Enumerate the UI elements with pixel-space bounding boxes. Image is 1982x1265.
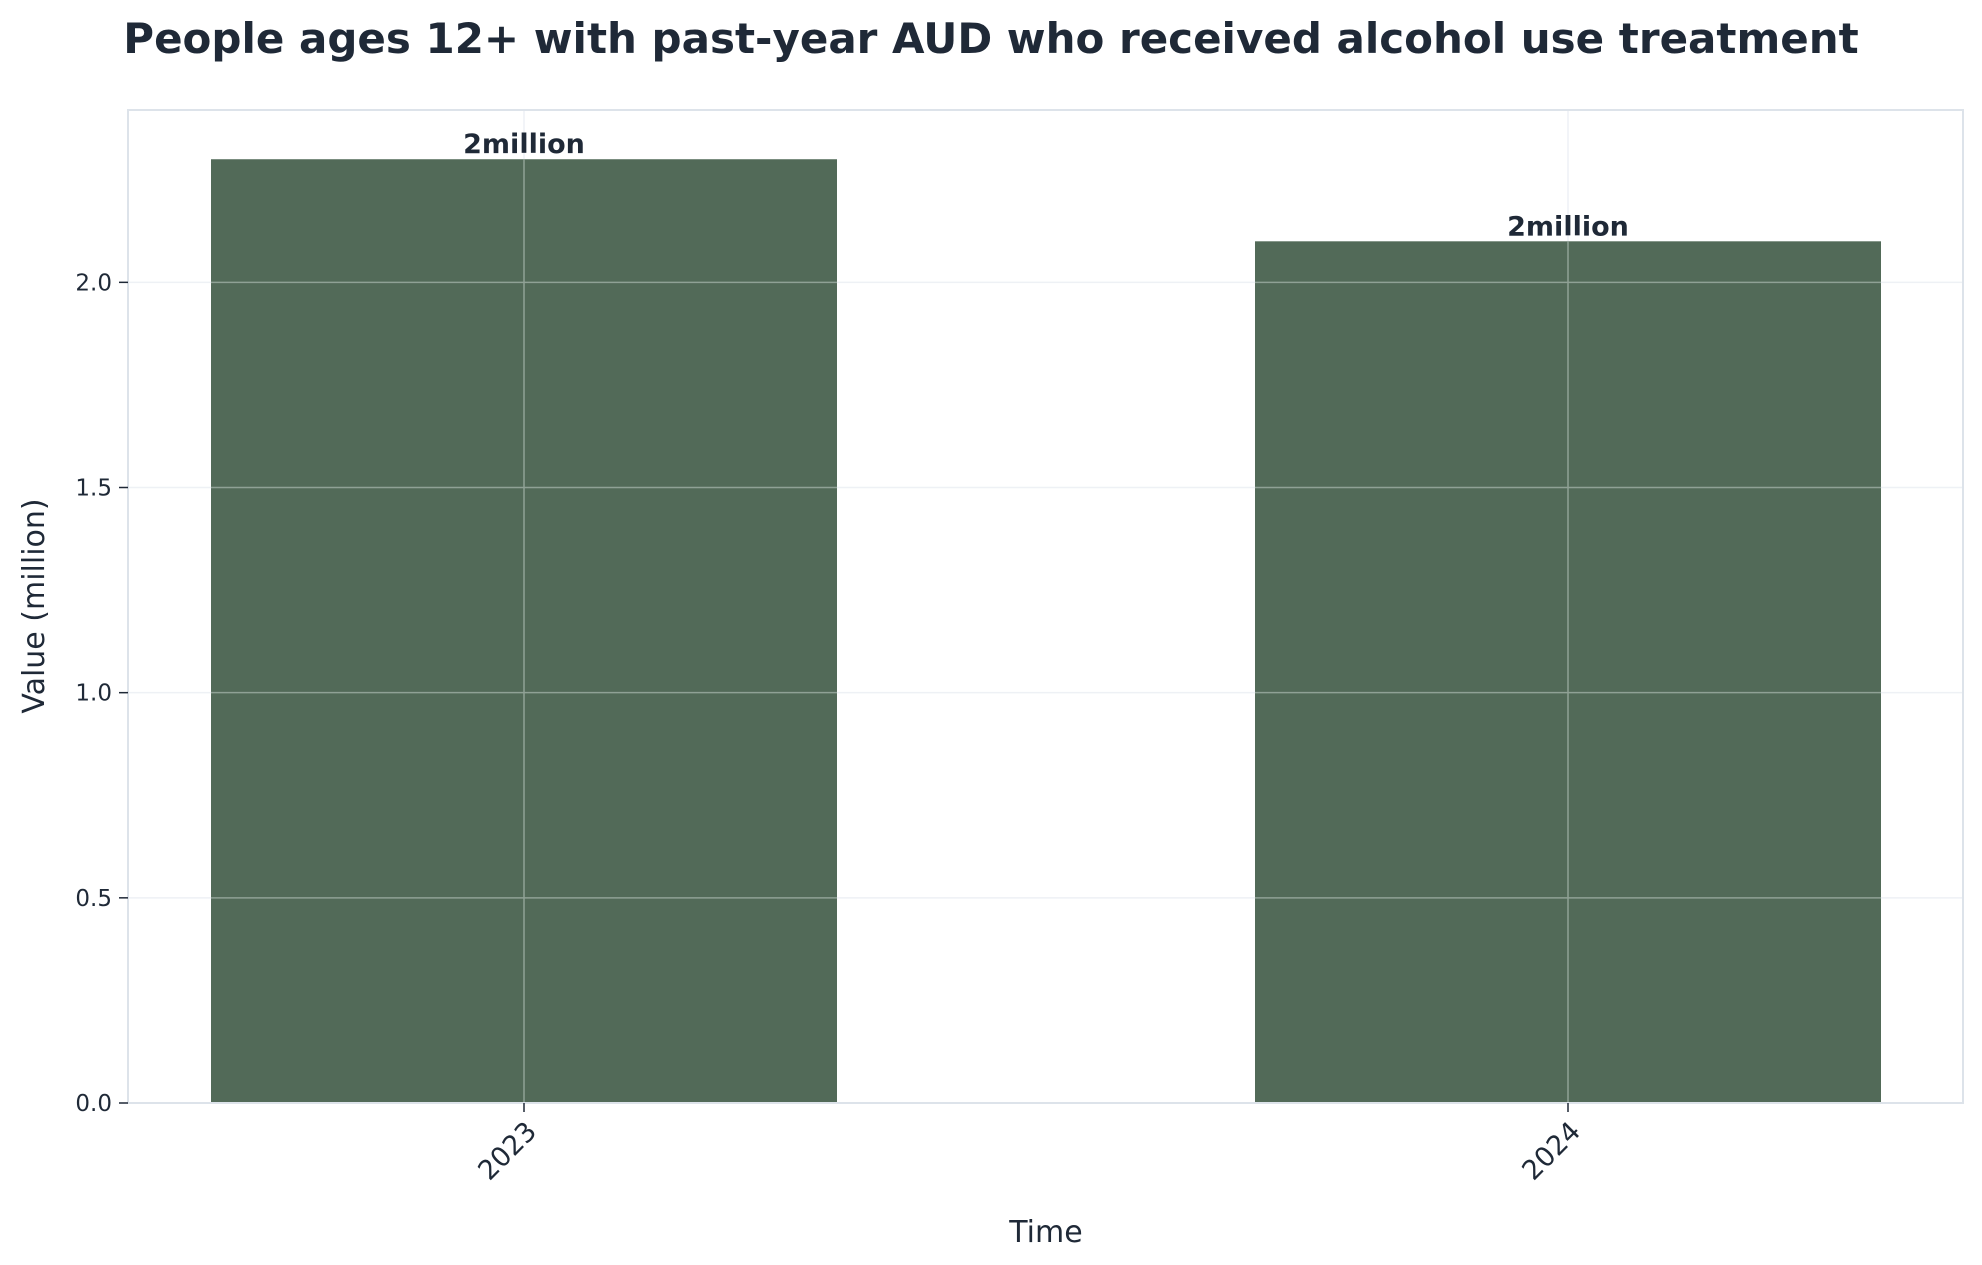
plot-frame	[127, 109, 1964, 1104]
chart-title: People ages 12+ with past-year AUD who r…	[123, 14, 1859, 63]
y-tick-label: 0.5	[75, 886, 112, 912]
y-tick-label: 0.0	[75, 1091, 112, 1117]
y-tick-label: 2.0	[75, 270, 112, 296]
y-tick-label: 1.5	[75, 476, 112, 502]
bar-data-label: 2million	[463, 129, 585, 160]
data-labels: 2million 2million	[463, 129, 1629, 242]
grid-lines-over-bars	[211, 159, 1881, 1103]
y-tick-label: 1.0	[75, 681, 112, 707]
x-tick-label: 2023	[472, 1116, 543, 1187]
bar-data-label: 2million	[1507, 211, 1629, 242]
x-axis-title: Time	[1008, 1215, 1082, 1250]
x-tick-label: 2024	[1516, 1116, 1587, 1187]
y-axis-title: Value (million)	[17, 498, 52, 713]
